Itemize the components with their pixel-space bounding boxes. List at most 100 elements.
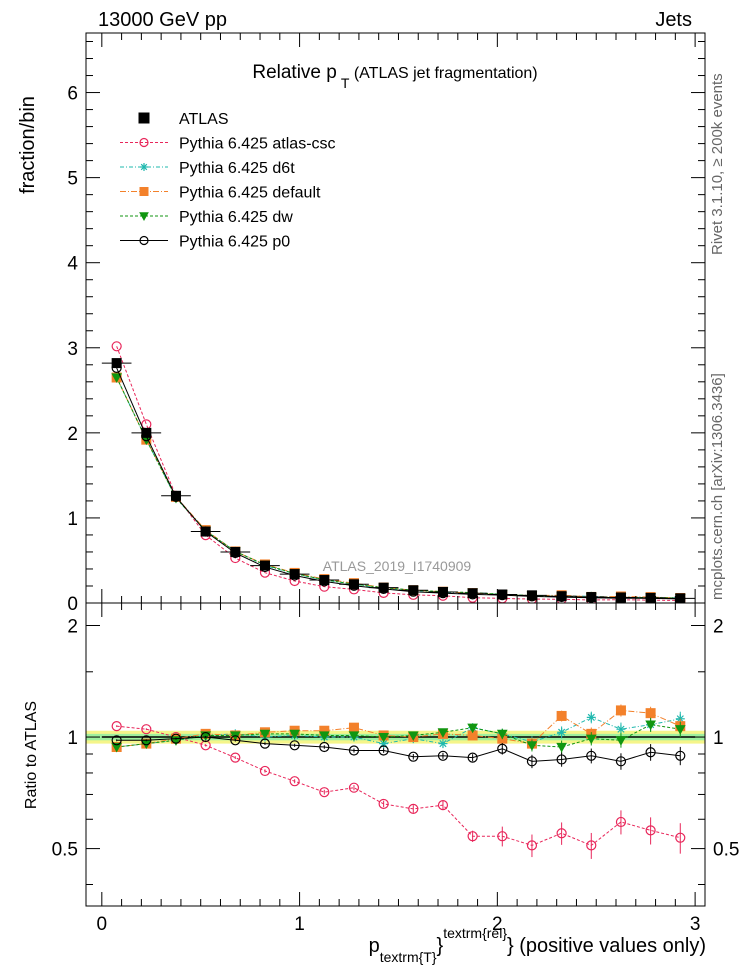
series-4-ratio-point [496,729,508,740]
series-5-ratio-point [615,756,627,767]
chart-title-suffix: (ATLAS jet fragmentation) [349,65,537,82]
series-4-ratio-point [556,742,567,753]
series-1-ratio-point [586,840,597,851]
series-1-ratio-point [230,752,241,763]
atlas-point [259,560,270,571]
x-axis-title-suffix: } (positive values only) [507,935,706,957]
series-4-ratio-point [645,720,656,731]
y-tick-label-bottom: 1 [67,728,78,749]
main-panel: 0 1 2 3 4 5 6 ATLAS Pythia 6.425 atlas-csc Pythi… [67,32,706,615]
series-4-point [111,373,123,384]
series-1-ratio-point [526,840,538,851]
chart-title-main: Relative p [252,62,337,83]
analysis-label: ATLAS_2019_I1740909 [323,558,472,574]
series-5-ratio-point [675,750,686,761]
legend-marker [139,187,149,196]
series-1-ratio-point [675,832,686,843]
header-energy-label: 13000 GeV pp [98,9,227,31]
series-5-ratio-point [348,745,360,756]
atlas-point [378,582,389,593]
series-4-ratio-point [407,731,419,741]
x-tick-label: 2 [492,914,503,935]
chart-title-sub: T [341,75,350,91]
series-5-ratio-point [437,750,449,761]
header-jets-label: Jets [655,9,692,31]
series-3-ratio-point [556,710,567,721]
legend-label: Pythia 6.425 atlas-csc [179,136,336,153]
legend-marker [139,235,149,246]
series-1-ratio-point [348,782,360,793]
atlas-point [200,526,211,537]
series-4-ratio-point [674,725,686,735]
legend-label: Pythia 6.425 d6t [179,160,295,177]
series-5-ratio-point [259,738,271,749]
series-4-ratio-point [585,734,597,745]
y-tick-label-bottom: 2 [67,616,78,637]
legend-entry: Pythia 6.425 d6t [120,160,295,177]
series-2-ratio-point [557,727,567,737]
series-1-ratio-point [497,831,508,842]
series-2-ratio-point-stroke [587,713,595,721]
x-tick-label: 0 [97,914,108,935]
series-5-ratio-point [141,735,152,746]
series-5-ratio-point [170,733,182,744]
y-tick-label-top: 3 [67,339,78,360]
atlas-point [408,585,419,596]
series-4-ratio-point [289,729,300,740]
series-4-ratio-point [467,723,478,734]
series-2-ratio-point [438,739,448,749]
y-tick-label-top: 0 [67,594,78,615]
x-axis-title-main: p [369,935,380,957]
series-4-ratio-point [318,731,330,741]
series-3-ratio-point [348,722,359,733]
legend-label: ATLAS [179,111,229,128]
y-tick-label-bottom-right: 2 [713,616,724,637]
series-5-ratio-point [497,743,508,754]
mcplots-label: mcplots.cern.ch [arXiv:1306.3436] [709,373,726,600]
series-2-ratio-point-stroke [558,728,566,736]
atlas-point [497,589,508,600]
series-2-ratio-point [586,712,596,722]
atlas-point [230,546,241,557]
legend-marker [139,137,149,148]
rivet-version-label: Rivet 3.1.10, ≥ 200k events [709,73,726,255]
series-4-ratio-line [116,724,681,748]
series-5-ratio-point [200,731,211,743]
series-5-ratio-point [289,740,300,751]
series-1-ratio-point [615,816,627,828]
series-1-ratio-point [645,825,656,836]
y-tick-label-top: 2 [67,424,78,445]
series-5-ratio-point [378,745,389,756]
legend-entry: Pythia 6.425 atlas-csc [120,136,336,153]
series-1-point [141,419,152,430]
x-axis-title-brace: } [437,935,444,957]
series-1-ratio-point [141,724,152,735]
series-5-ratio-point [556,754,567,765]
series-5-ratio-point [467,752,478,763]
series-5-ratio-point [586,750,597,761]
series-1-ratio-point [467,831,478,842]
series-1-ratio-point [408,803,419,814]
ratio-panel-frame [85,602,706,907]
series-1-point [111,341,122,352]
series-1-ratio-point [378,798,389,810]
legend: ATLAS Pythia 6.425 atlas-csc Pythia 6.425 … [120,111,336,251]
series-2-ratio-point-stroke [617,725,625,733]
atlas-point [348,579,359,590]
series-4-ratio-point [437,728,449,738]
legend-label: Pythia 6.425 default [179,185,321,202]
series-2-ratio-point [616,724,626,734]
y-tick-label-top: 1 [67,509,78,530]
x-tick-label: 1 [294,914,305,935]
x-axis-title-sup: textrm{rel} [443,925,507,941]
legend-label: Pythia 6.425 p0 [179,234,290,251]
series-4-ratio-point [378,732,389,743]
x-axis-title-sub: textrm{T} [380,949,437,965]
series-5-ratio-point [319,741,330,753]
series-3-ratio-point [615,705,626,716]
series-3-line [116,377,681,599]
series-1-ratio-point [289,776,300,787]
series-2-ratio-point-stroke [380,740,388,748]
y-tick-label-bottom-right: 0.5 [713,840,739,861]
